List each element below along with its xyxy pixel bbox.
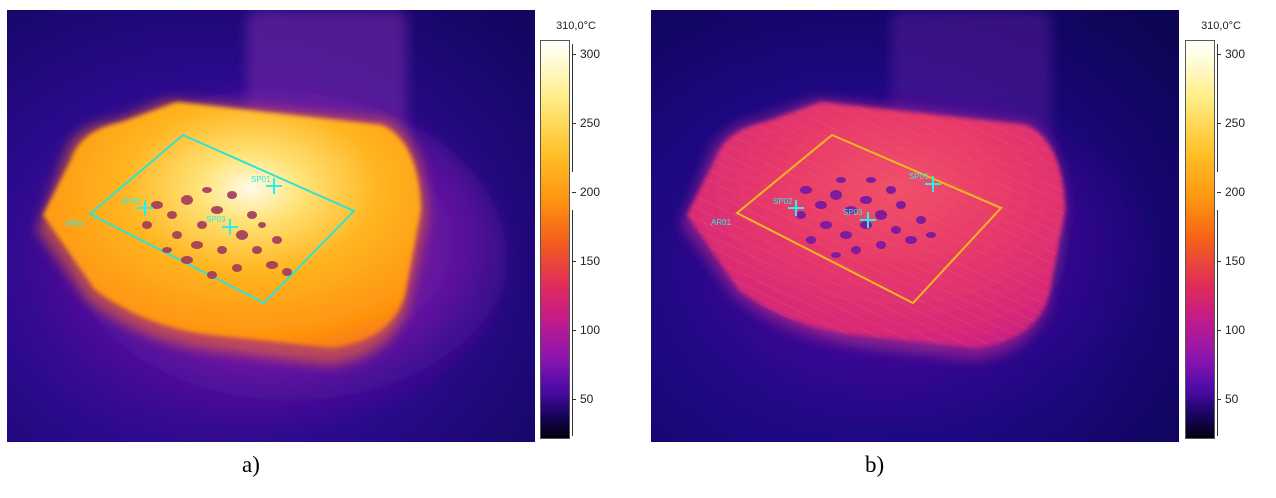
scale-axis-line [572, 210, 573, 436]
scale-max-label: 310,0°C [556, 20, 596, 32]
thermal-image-a: AR01 SP01 SP02 SP03 [7, 10, 535, 442]
area-label-ar01: AR01 [65, 219, 86, 228]
scale-tick: 300 [571, 47, 600, 61]
spot-label-sp02: SP02 [773, 197, 793, 206]
scale-axis-line [1217, 210, 1218, 436]
area-label-ar01: AR01 [711, 218, 732, 227]
thermal-image-b: AR01 SP01 SP02 SP03 [651, 10, 1179, 442]
spot-label-sp02: SP02 [121, 197, 141, 206]
scale-tick: 100 [571, 323, 600, 337]
spot-label-sp03: SP03 [843, 208, 863, 217]
scale-max-label: 310,0°C [1201, 20, 1241, 32]
spot-label-sp03: SP03 [206, 215, 226, 224]
spot-label-sp01: SP01 [251, 175, 271, 184]
color-bar [1185, 40, 1215, 439]
scale-tick: 50 [1216, 392, 1238, 406]
scale-tick: 200 [571, 185, 600, 199]
panel-b: AR01 SP01 SP02 SP03 310,0°C 300 250 200 … [645, 0, 1276, 498]
scale-axis-line [1217, 44, 1218, 172]
scale-tick: 50 [571, 392, 593, 406]
scale-tick: 150 [1216, 254, 1245, 268]
spot-label-sp01: SP01 [909, 172, 929, 181]
panel-a: AR01 SP01 SP02 SP03 310,0°C 300 250 200 … [0, 0, 630, 498]
temperature-scale-a: 310,0°C 300 250 200 150 100 50 [536, 10, 614, 442]
scale-tick: 250 [571, 116, 600, 130]
panel-caption: a) [242, 452, 260, 477]
panel-caption: b) [865, 452, 885, 477]
scale-tick: 100 [1216, 323, 1245, 337]
scale-tick: 300 [1216, 47, 1245, 61]
scale-tick: 250 [1216, 116, 1245, 130]
temperature-scale-b: 310,0°C 300 250 200 150 100 50 [1181, 10, 1259, 442]
scale-tick: 150 [571, 254, 600, 268]
color-bar [540, 40, 570, 439]
scale-tick: 200 [1216, 185, 1245, 199]
scale-axis-line [572, 44, 573, 172]
